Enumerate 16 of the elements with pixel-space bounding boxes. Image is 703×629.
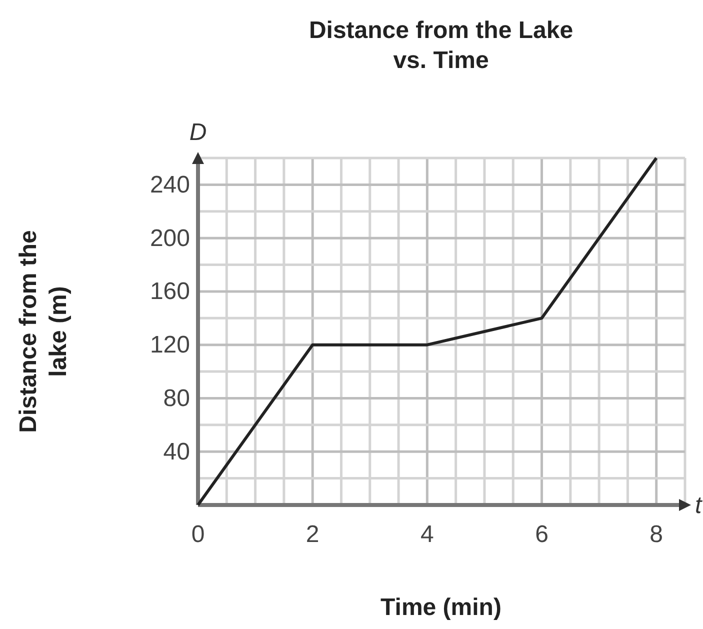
x-tick-label: 4 <box>420 521 434 548</box>
text: t <box>695 492 703 519</box>
y-tick-label: 80 <box>163 384 190 412</box>
x-tick-label: 0 <box>191 521 205 548</box>
y-tick-label: 240 <box>150 171 190 198</box>
x-tick-label: 2 <box>306 521 320 548</box>
y-tick-label: 40 <box>163 438 190 466</box>
x-tick-label: 6 <box>535 521 548 548</box>
y-axis-title: Distance from the lake (m) <box>15 230 72 433</box>
chart-title: Distance from the Lake vs. Time <box>308 17 574 74</box>
x-axis-title: Time (min) <box>380 594 502 621</box>
text: D <box>189 119 207 146</box>
y-tick-label: 200 <box>150 224 190 252</box>
x-tick-label: 8 <box>650 521 664 548</box>
y-tick-label: 160 <box>150 278 190 306</box>
y-tick-label: 120 <box>150 332 190 359</box>
